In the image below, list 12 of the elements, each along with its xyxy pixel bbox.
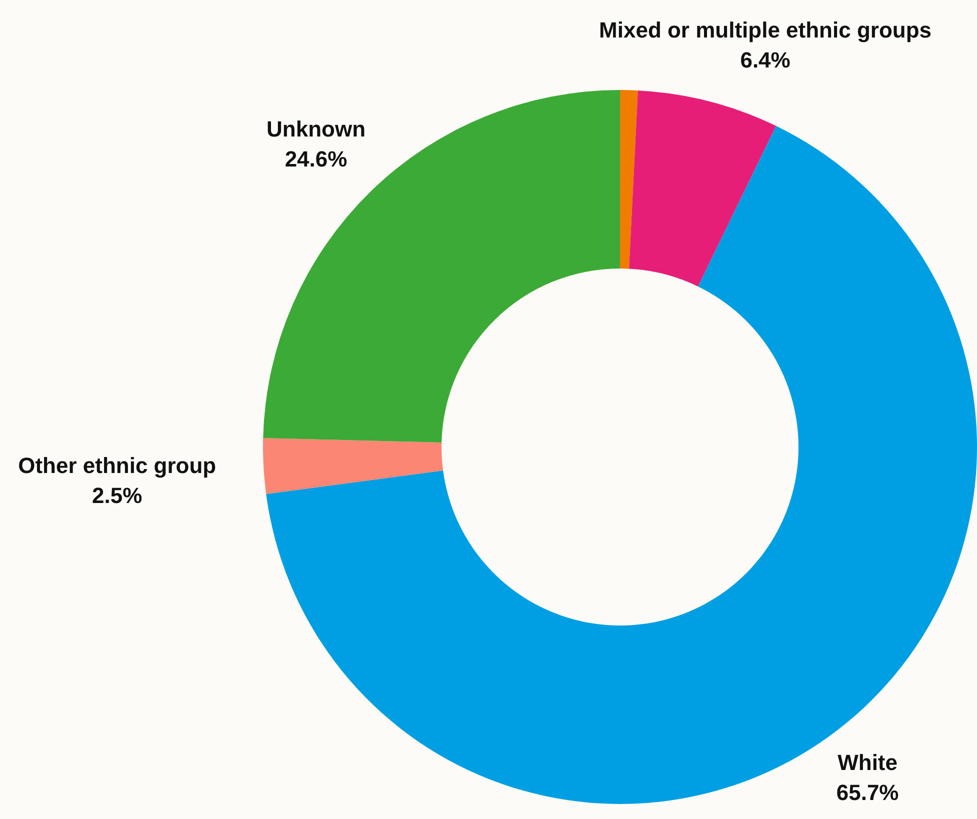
data-label: 24.6% (284, 146, 348, 172)
donut-slice (628, 90, 776, 286)
data-label: 6.4% (740, 47, 790, 72)
slice-label: Unknown (266, 116, 366, 142)
slice-label: White (838, 750, 898, 775)
donut-slice (263, 438, 444, 494)
slice-label: Other ethnic group (18, 452, 216, 478)
data-label: 2.5% (92, 482, 142, 508)
data-label: 65.7% (836, 780, 899, 805)
donut-slice (263, 90, 620, 443)
donut-slice (620, 90, 638, 269)
slice-label: Mixed or multiple ethnic groups (599, 17, 932, 42)
